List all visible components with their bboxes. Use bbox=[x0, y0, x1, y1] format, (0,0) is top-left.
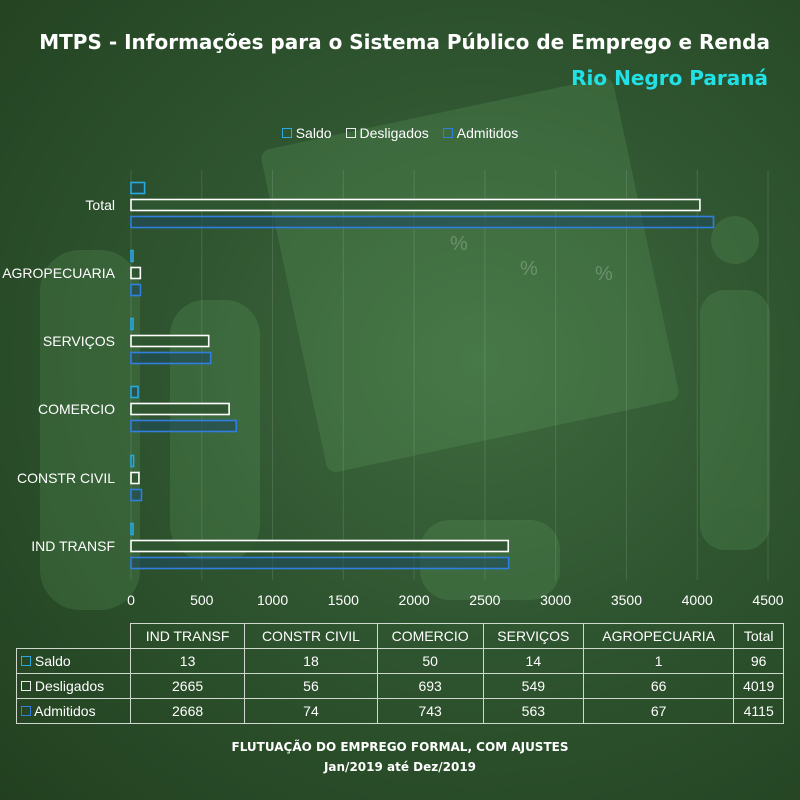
table-cell: 4019 bbox=[733, 673, 784, 699]
svg-text:%: % bbox=[595, 263, 613, 285]
table-col-header: SERVIÇOS bbox=[482, 623, 584, 649]
x-tick-label: 3000 bbox=[540, 592, 571, 608]
table-cell: 66 bbox=[582, 673, 735, 699]
table-row: Admitidos 2668 74 743 563 67 4115 bbox=[16, 698, 784, 724]
table-cell: 2665 bbox=[129, 673, 246, 699]
bar-chart: 0 500 1000 1500 2000 2500 3000 3500 4000 4500 Tota… bbox=[2, 170, 784, 608]
x-tick-label: 1500 bbox=[328, 592, 359, 608]
admitidos-bar bbox=[130, 556, 510, 570]
admitidos-bar bbox=[130, 215, 715, 229]
y-category-label: CONSTR CIVIL bbox=[17, 470, 115, 486]
table-cell: 14 bbox=[482, 648, 584, 674]
footer-period: Jan/2019 até Dez/2019 bbox=[323, 760, 477, 774]
svg-text:%: % bbox=[450, 233, 468, 255]
legend-item-admitidos: Admitidos bbox=[442, 125, 519, 141]
table-row-header: Saldo bbox=[16, 648, 131, 674]
desligados-bar bbox=[130, 266, 142, 280]
table-col-header: COMERCIO bbox=[376, 623, 484, 649]
y-category-label: AGROPECUARIA bbox=[2, 265, 115, 281]
saldo-bar bbox=[130, 249, 134, 263]
y-category-label: COMERCIO bbox=[38, 401, 115, 417]
table-col-header: AGROPECUARIA bbox=[582, 623, 735, 649]
table-col-header: CONSTR CIVIL bbox=[244, 623, 378, 649]
footer-caption: FLUTUAÇÃO DO EMPREGO FORMAL, COM AJUSTES bbox=[231, 740, 569, 754]
table-row-label: Admitidos bbox=[34, 703, 96, 719]
y-category-label: IND TRANSF bbox=[31, 538, 115, 554]
x-tick-label: 3500 bbox=[611, 592, 642, 608]
x-tick-label: 1000 bbox=[257, 592, 288, 608]
y-category-label: Total bbox=[85, 197, 115, 213]
table-swatch-saldo bbox=[21, 656, 31, 666]
table-row-label: Saldo bbox=[34, 653, 71, 669]
saldo-bar bbox=[130, 522, 134, 536]
legend-item-desligados: Desligados bbox=[345, 125, 429, 141]
table-swatch-desligados bbox=[21, 681, 31, 691]
page-title: MTPS - Informações para o Sistema Públic… bbox=[39, 30, 770, 54]
admitidos-bar bbox=[130, 283, 142, 297]
table-cell: 67 bbox=[582, 698, 735, 724]
legend-label-saldo: Saldo bbox=[295, 125, 332, 141]
table-col-header: IND TRANSF bbox=[129, 623, 246, 649]
saldo-bar bbox=[130, 181, 146, 195]
admitidos-bar bbox=[130, 419, 237, 433]
desligados-bar bbox=[130, 402, 230, 416]
table-cell: 1 bbox=[582, 648, 735, 674]
table-cell: 74 bbox=[244, 698, 378, 724]
table-cell: 743 bbox=[376, 698, 484, 724]
table-row-label: Desligados bbox=[34, 678, 105, 694]
table-row-header: Admitidos bbox=[16, 698, 131, 724]
table-cell: 96 bbox=[733, 648, 784, 674]
table-cell: 2668 bbox=[129, 698, 246, 724]
legend-label-admitidos: Admitidos bbox=[456, 125, 519, 141]
page-subtitle: Rio Negro Paraná bbox=[571, 66, 768, 90]
table-cell: 18 bbox=[244, 648, 378, 674]
x-tick-label: 2000 bbox=[399, 592, 430, 608]
table-cell: 693 bbox=[376, 673, 484, 699]
y-category-label: SERVIÇOS bbox=[43, 333, 115, 349]
x-tick-label: 0 bbox=[127, 592, 135, 608]
table-cell: 549 bbox=[482, 673, 584, 699]
saldo-bar bbox=[130, 454, 135, 468]
table-row: Desligados 2665 56 693 549 66 4019 bbox=[16, 673, 784, 699]
table-corner bbox=[16, 623, 131, 649]
table-cell: 50 bbox=[376, 648, 484, 674]
legend-swatch-admitidos bbox=[442, 128, 453, 138]
svg-text:%: % bbox=[520, 258, 538, 280]
legend-swatch-desligados bbox=[345, 128, 356, 138]
x-tick-label: 2500 bbox=[469, 592, 500, 608]
table-row: Saldo 13 18 50 14 1 96 bbox=[16, 648, 784, 674]
table-cell: 563 bbox=[482, 698, 584, 724]
table-header-row: IND TRANSF CONSTR CIVIL COMERCIO SERVIÇO… bbox=[16, 623, 784, 649]
x-tick-label: 500 bbox=[190, 592, 214, 608]
saldo-bar bbox=[130, 385, 139, 399]
table-cell: 56 bbox=[244, 673, 378, 699]
legend-label-desligados: Desligados bbox=[359, 125, 429, 141]
table-row-header: Desligados bbox=[16, 673, 131, 699]
table-cell: 4115 bbox=[733, 698, 784, 724]
desligados-bar bbox=[130, 539, 510, 553]
admitidos-bar bbox=[130, 488, 143, 502]
chart-legend: Saldo Desligados Admitidos bbox=[0, 125, 800, 141]
legend-item-saldo: Saldo bbox=[281, 125, 332, 141]
x-tick-label: 4500 bbox=[752, 592, 783, 608]
legend-swatch-saldo bbox=[281, 128, 292, 138]
table-cell: 13 bbox=[129, 648, 246, 674]
desligados-bar bbox=[130, 471, 140, 485]
table-col-header: Total bbox=[733, 623, 784, 649]
admitidos-bar bbox=[130, 351, 212, 365]
saldo-bar bbox=[130, 317, 134, 331]
x-tick-label: 4000 bbox=[682, 592, 713, 608]
table-swatch-admitidos bbox=[21, 706, 31, 716]
desligados-bar bbox=[130, 334, 210, 348]
data-table: IND TRANSF CONSTR CIVIL COMERCIO SERVIÇO… bbox=[16, 623, 784, 724]
desligados-bar bbox=[130, 198, 701, 212]
